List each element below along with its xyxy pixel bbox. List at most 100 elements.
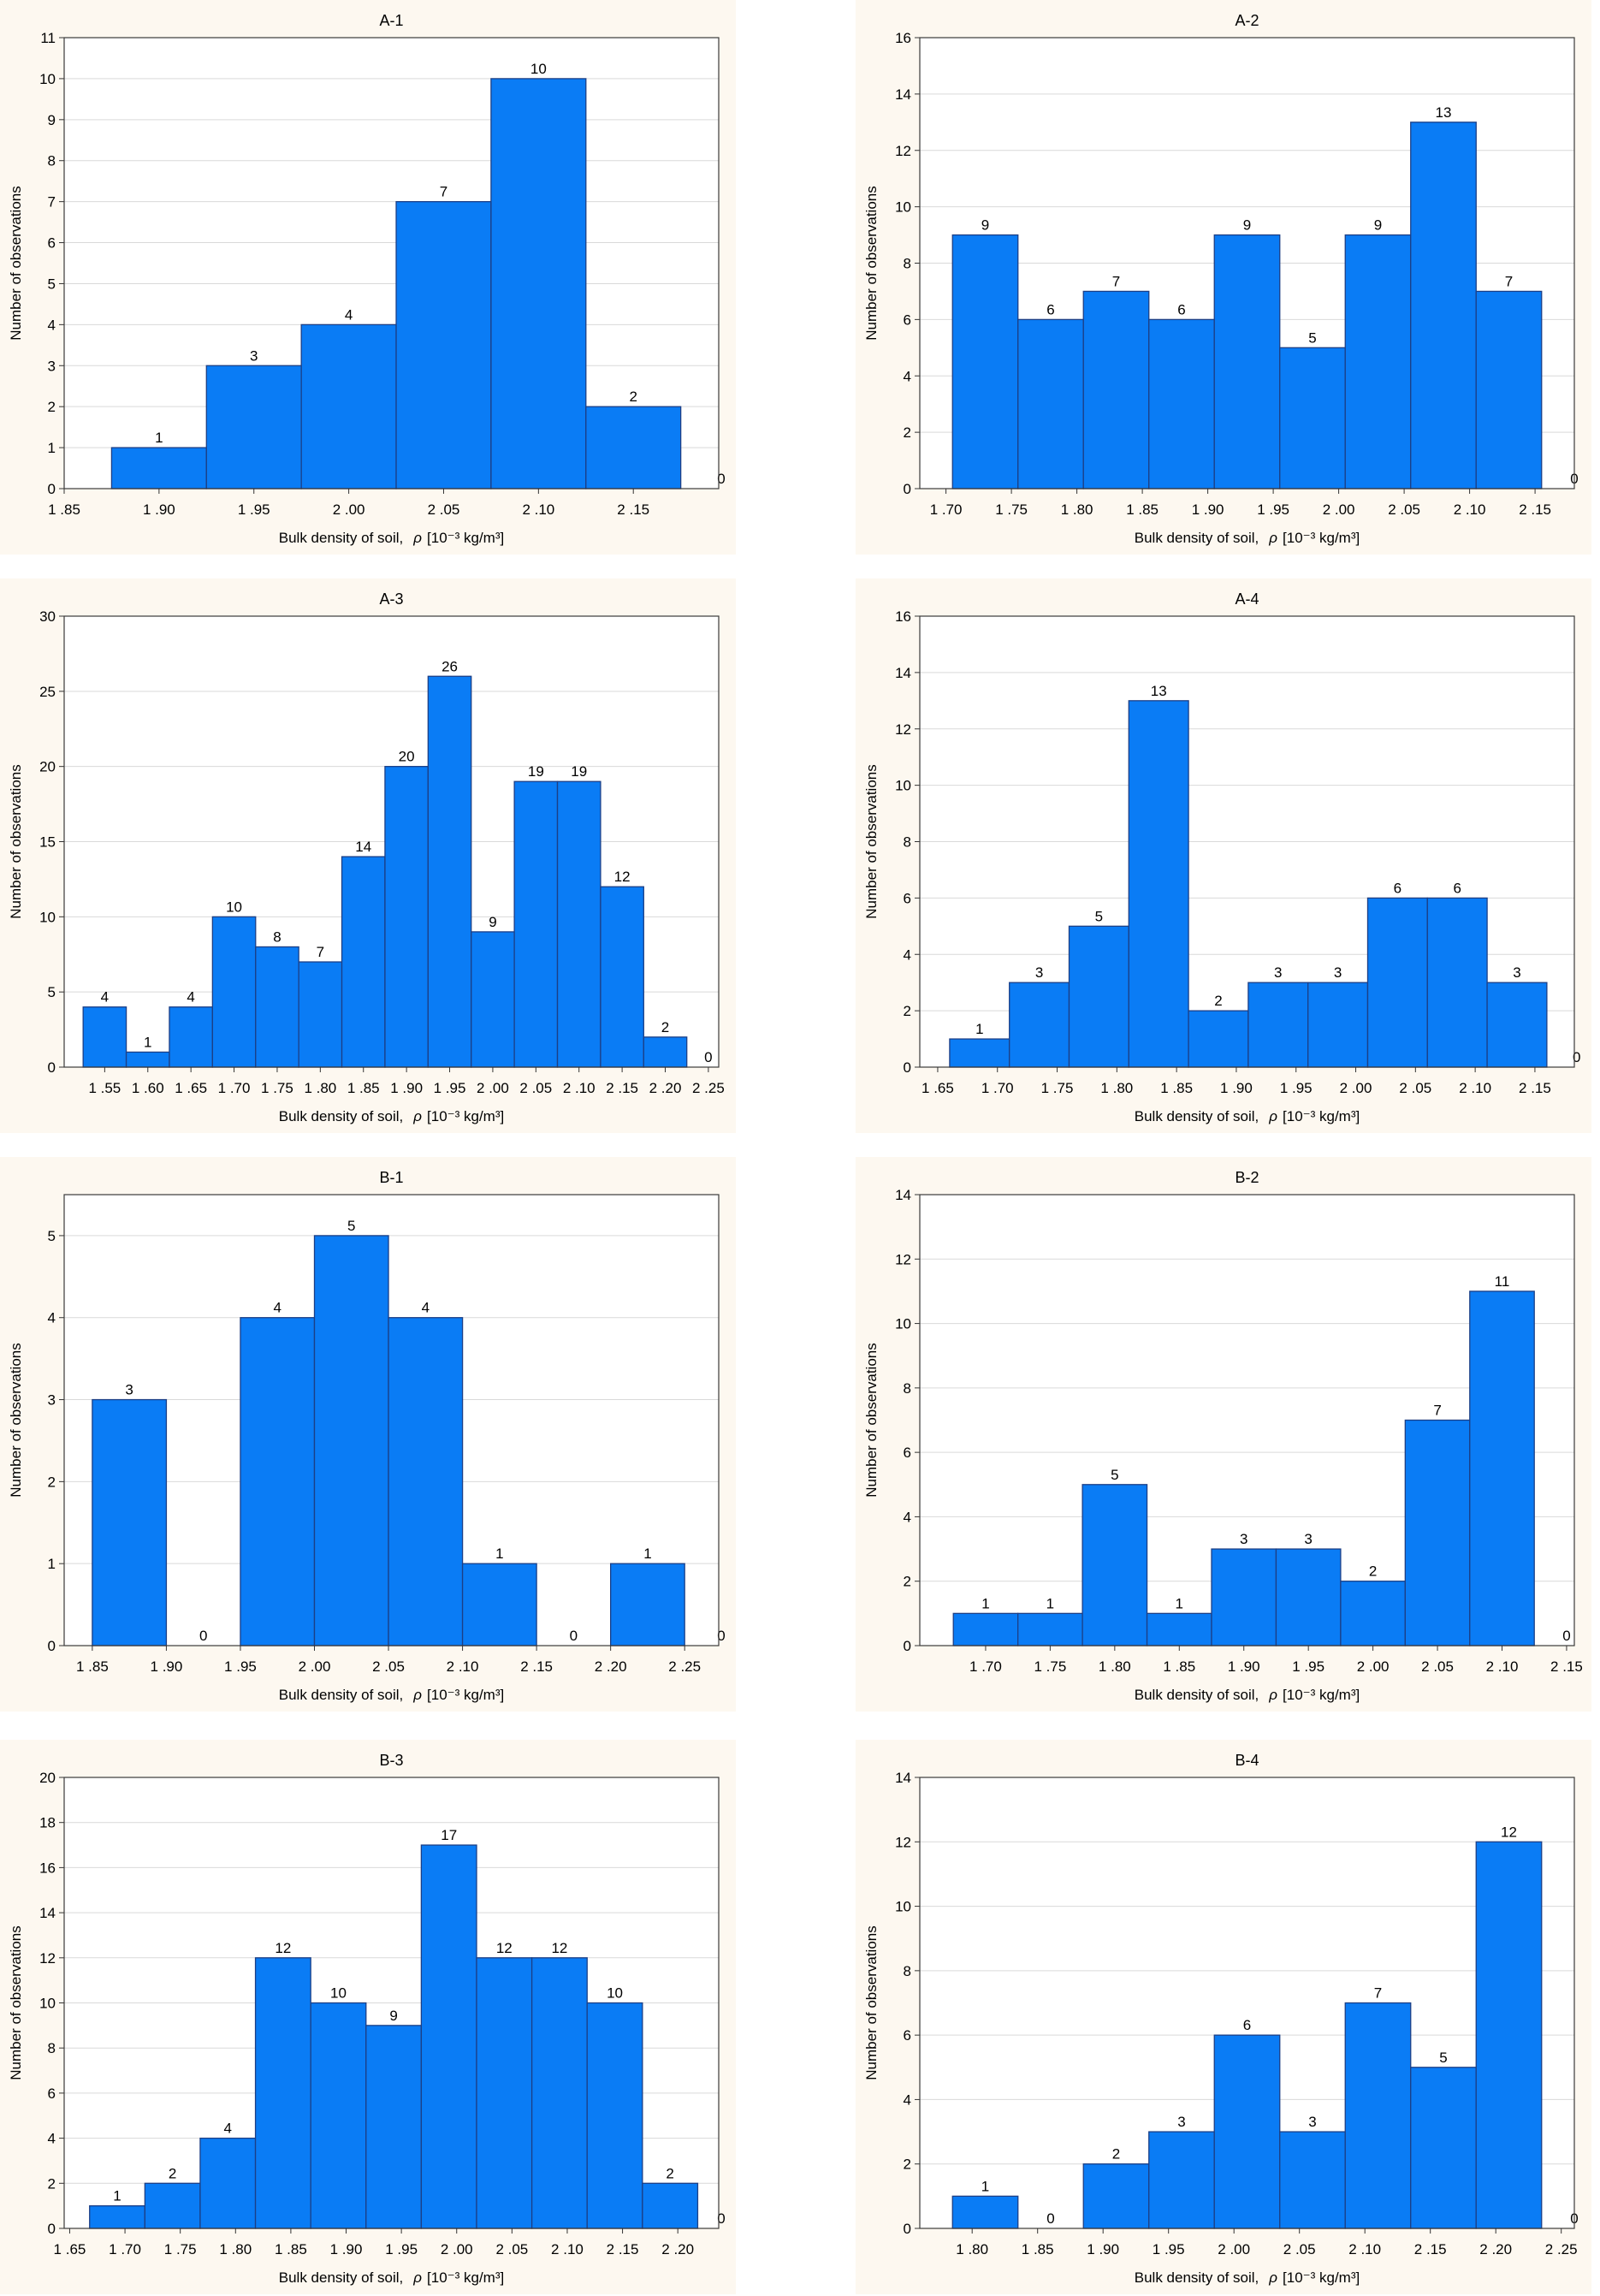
bar-count-label: 0 xyxy=(717,1628,725,1644)
y-tick-label: 12 xyxy=(39,1950,56,1967)
histogram-bar xyxy=(384,766,429,1068)
x-tick-label: 1 .55 xyxy=(88,1080,121,1096)
histogram-bar xyxy=(300,323,397,489)
y-tick-label: 5 xyxy=(48,1228,56,1244)
y-tick-label: 10 xyxy=(895,199,911,216)
histogram-bar xyxy=(298,961,343,1068)
y-tick-label: 0 xyxy=(904,1059,911,1076)
histogram-bar xyxy=(125,1051,170,1068)
y-tick-label: 16 xyxy=(895,608,911,625)
x-axis-title-text: Bulk density of soil, xyxy=(279,1108,404,1124)
histogram-bar xyxy=(1275,1548,1342,1646)
x-tick-label: 1 .80 xyxy=(1099,1658,1131,1675)
x-axis-unit: [10⁻³ kg/m³] xyxy=(427,1687,504,1703)
x-tick-label: 1 .90 xyxy=(1220,1080,1253,1096)
x-tick-label: 2 .10 xyxy=(563,1080,596,1096)
histogram-bar xyxy=(240,1317,316,1646)
x-tick-label: 1 .80 xyxy=(219,2241,252,2257)
y-tick-label: 8 xyxy=(48,2040,56,2056)
y-tick-label: 10 xyxy=(895,1316,911,1332)
y-axis-title: Number of observations xyxy=(8,1925,24,2079)
x-tick-label: 1 .85 xyxy=(1163,1658,1195,1675)
x-tick-label: 2 .05 xyxy=(1399,1080,1431,1096)
bar-count-label: 3 xyxy=(250,347,258,364)
y-axis-title: Number of observations xyxy=(863,764,880,918)
y-axis-title: Number of observations xyxy=(863,186,880,340)
x-axis-symbol: ρ xyxy=(412,1687,422,1703)
y-tick-label: 4 xyxy=(904,2091,911,2108)
x-tick-label: 2 .20 xyxy=(1479,2241,1512,2257)
x-tick-label: 2 .00 xyxy=(477,1080,509,1096)
bar-count-label: 7 xyxy=(1112,273,1120,289)
x-tick-label: 2 .05 xyxy=(1421,1658,1454,1675)
bar-count-label: 0 xyxy=(1562,1628,1570,1644)
x-tick-label: 1 .70 xyxy=(969,1658,1002,1675)
histogram-bar xyxy=(1486,982,1548,1068)
y-tick-label: 2 xyxy=(48,1474,56,1490)
histogram-bar xyxy=(1009,982,1070,1068)
bar-count-label: 26 xyxy=(441,658,458,674)
histogram-bar xyxy=(395,200,492,489)
histogram-bar xyxy=(1344,2002,1412,2229)
chart-title: A-1 xyxy=(379,12,403,29)
x-axis-title-text: Bulk density of soil, xyxy=(279,2269,404,2286)
x-tick-label: 1 .75 xyxy=(995,501,1028,518)
x-tick-label: 1 .90 xyxy=(1192,501,1224,518)
x-tick-label: 1 .95 xyxy=(434,1080,466,1096)
x-tick-label: 2 .00 xyxy=(333,501,365,518)
x-tick-label: 2 .05 xyxy=(372,1658,405,1675)
x-tick-label: 1 .95 xyxy=(238,501,270,518)
y-tick-label: 8 xyxy=(904,1380,911,1397)
bar-count-label: 0 xyxy=(570,1628,578,1644)
bar-count-label: 1 xyxy=(495,1545,503,1562)
x-tick-label: 2 .10 xyxy=(1348,2241,1381,2257)
histogram-bar xyxy=(420,1844,477,2229)
bar-count-label: 3 xyxy=(1177,2114,1185,2130)
x-tick-label: 1 .95 xyxy=(1153,2241,1185,2257)
bar-count-label: 13 xyxy=(1436,104,1452,121)
bar-count-label: 12 xyxy=(1501,1824,1517,1840)
y-tick-label: 16 xyxy=(39,1860,56,1876)
histogram-bar xyxy=(1213,2034,1281,2229)
x-axis-unit: [10⁻³ kg/m³] xyxy=(427,530,504,546)
bar-count-label: 3 xyxy=(1240,1531,1247,1547)
y-tick-label: 30 xyxy=(39,608,56,625)
bar-count-label: 12 xyxy=(275,1940,291,1956)
bar-count-label: 7 xyxy=(440,184,447,200)
x-tick-label: 1 .70 xyxy=(109,2241,141,2257)
x-axis-title: Bulk density of soil, ρ [10⁻³ kg/m³] xyxy=(1135,2269,1360,2286)
y-tick-label: 14 xyxy=(895,1187,911,1203)
x-tick-label: 1 .85 xyxy=(1160,1080,1193,1096)
x-axis-unit: [10⁻³ kg/m³] xyxy=(427,2269,504,2286)
x-axis-symbol: ρ xyxy=(412,530,422,546)
x-tick-label: 1 .65 xyxy=(921,1080,954,1096)
x-tick-label: 2 .10 xyxy=(522,501,554,518)
chart-panel-a-4: 0 2 4 6 8 10 12 14 16 1 3 5 13 2 3 3 6 6 3 0 1 .65 1 .70 1 .75… xyxy=(856,578,1591,1133)
x-tick-label: 2 .05 xyxy=(428,501,460,518)
chart-title: B-3 xyxy=(379,1752,403,1769)
y-tick-label: 0 xyxy=(48,1059,56,1076)
bar-count-label: 3 xyxy=(1308,2114,1316,2130)
chart-panel-b-3: 0 2 4 6 8 10 12 14 16 18 20 1 2 4 12 10 9 17 12 12 10 2 0 1 .65… xyxy=(0,1740,736,2294)
x-tick-label: 2 .10 xyxy=(1454,501,1486,518)
histogram-bar xyxy=(1148,2131,1215,2229)
histogram-bar xyxy=(1211,1548,1277,1646)
x-tick-label: 2 .10 xyxy=(1459,1080,1491,1096)
histogram-bar xyxy=(476,1957,533,2229)
histogram-bar xyxy=(642,2182,699,2229)
x-tick-label: 1 .90 xyxy=(143,501,175,518)
histogram-bar xyxy=(1366,897,1428,1068)
bar-count-label: 0 xyxy=(1046,2210,1054,2227)
x-axis-title: Bulk density of soil, ρ [10⁻³ kg/m³] xyxy=(279,1108,504,1124)
x-axis-symbol: ρ xyxy=(1268,530,1277,546)
y-tick-label: 10 xyxy=(39,1996,56,2012)
histogram-bar xyxy=(89,2205,145,2229)
bar-count-label: 12 xyxy=(551,1940,567,1956)
y-tick-label: 4 xyxy=(48,1310,56,1326)
chart-title: B-2 xyxy=(1235,1169,1259,1186)
x-axis-title-text: Bulk density of soil, xyxy=(279,530,404,546)
x-axis-title: Bulk density of soil, ρ [10⁻³ kg/m³] xyxy=(279,1687,504,1703)
y-tick-label: 1 xyxy=(48,440,56,456)
x-axis-unit: [10⁻³ kg/m³] xyxy=(1283,1687,1360,1703)
